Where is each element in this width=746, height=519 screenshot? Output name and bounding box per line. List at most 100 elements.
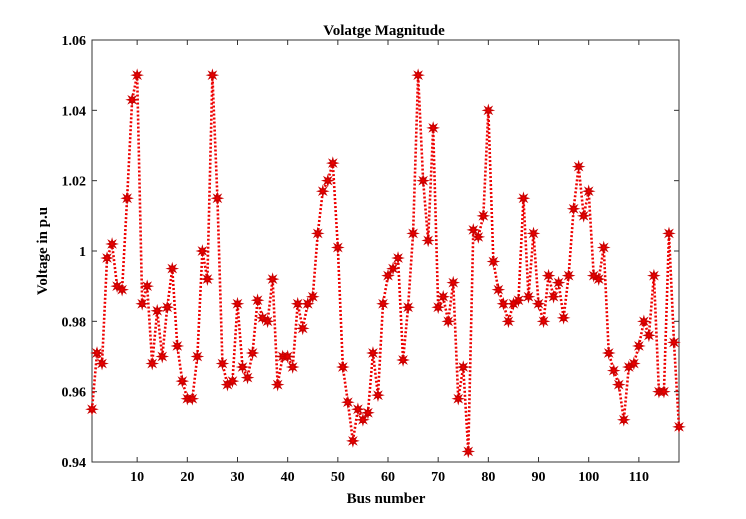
data-point-bus-10 [130, 68, 144, 83]
data-point-bus-43 [295, 321, 310, 336]
voltage-markers [85, 68, 686, 459]
data-point-bus-74 [451, 391, 466, 406]
data-point-bus-92 [541, 268, 556, 283]
data-point-bus-87 [516, 191, 531, 206]
data-point-bus-115 [657, 384, 671, 399]
data-point-bus-93 [546, 289, 561, 304]
data-point-bus-23 [195, 244, 210, 258]
data-point-bus-91 [536, 314, 551, 329]
data-point-bus-106 [611, 377, 626, 392]
data-point-bus-51 [336, 360, 350, 374]
data-point-bus-86 [511, 293, 526, 308]
data-point-bus-83 [496, 296, 511, 311]
data-point-bus-104 [601, 346, 616, 360]
data-point-bus-2 [90, 346, 104, 360]
x-axis-label: Bus number [347, 491, 426, 507]
x-tick-label: 20 [180, 470, 194, 485]
data-point-bus-72 [441, 314, 456, 329]
voltage-series-line [90, 74, 681, 452]
y-tick-label: 1.04 [62, 104, 87, 119]
x-tick-label: 100 [578, 470, 599, 485]
data-point-bus-48 [320, 173, 335, 188]
data-point-bus-12 [140, 279, 155, 294]
data-point-bus-17 [165, 261, 180, 276]
data-point-bus-73 [446, 275, 461, 290]
data-point-bus-24 [200, 272, 215, 286]
data-point-bus-88 [521, 289, 536, 304]
data-point-bus-105 [606, 363, 621, 378]
data-point-bus-1 [85, 402, 99, 417]
x-tick-label: 80 [481, 470, 495, 485]
data-point-bus-21 [185, 391, 200, 406]
data-point-bus-38 [270, 377, 285, 392]
data-point-bus-33 [245, 346, 260, 360]
data-point-bus-76 [461, 444, 476, 459]
data-point-bus-97 [566, 201, 581, 216]
data-point-bus-52 [341, 395, 355, 410]
data-point-bus-65 [406, 226, 420, 241]
data-point-bus-55 [356, 412, 370, 427]
data-point-bus-9 [125, 92, 139, 107]
data-point-bus-61 [386, 261, 400, 276]
data-point-bus-36 [260, 314, 275, 329]
data-point-bus-70 [431, 300, 446, 315]
y-tick-label: 1.02 [62, 175, 87, 190]
data-point-bus-90 [531, 296, 546, 311]
data-point-bus-63 [396, 353, 410, 367]
data-point-bus-98 [571, 159, 586, 174]
x-axis: 10 20 30 40 50 60 70 80 90 100 110 [130, 40, 649, 485]
data-point-bus-95 [556, 310, 571, 325]
data-point-bus-47 [315, 184, 330, 199]
data-point-bus-44 [300, 296, 315, 311]
data-point-bus-25 [205, 68, 220, 83]
x-tick-label: 60 [381, 470, 395, 485]
data-point-bus-41 [285, 360, 300, 374]
data-point-bus-37 [265, 272, 280, 286]
data-point-bus-18 [170, 339, 185, 353]
data-point-bus-58 [371, 388, 385, 403]
data-point-bus-116 [662, 226, 676, 241]
data-point-bus-60 [381, 268, 395, 283]
data-point-bus-75 [456, 360, 471, 374]
data-point-bus-26 [210, 191, 225, 206]
data-point-bus-3 [95, 356, 109, 371]
data-point-bus-107 [616, 412, 631, 427]
x-tick-label: 10 [130, 470, 144, 485]
data-point-bus-81 [486, 254, 501, 269]
data-point-bus-94 [551, 275, 566, 290]
data-point-bus-42 [290, 296, 305, 311]
x-tick-label: 50 [331, 470, 345, 485]
x-tick-label: 40 [281, 470, 295, 485]
y-tick-label: 0.96 [62, 386, 87, 401]
data-point-bus-11 [135, 296, 149, 311]
data-point-bus-49 [325, 156, 340, 170]
data-point-bus-80 [481, 103, 496, 118]
data-point-bus-71 [436, 289, 451, 304]
data-point-bus-99 [576, 208, 591, 223]
y-tick-label: 0.98 [62, 315, 87, 330]
x-tick-label: 110 [629, 470, 649, 485]
y-tick-label: 1 [79, 245, 86, 260]
data-point-bus-32 [240, 370, 255, 385]
data-point-bus-7 [115, 282, 129, 297]
data-point-bus-79 [476, 208, 491, 223]
data-point-bus-57 [366, 346, 380, 360]
data-point-bus-56 [361, 405, 375, 420]
data-point-bus-84 [501, 314, 516, 329]
data-point-bus-4 [100, 251, 114, 265]
data-point-bus-54 [351, 402, 365, 417]
data-point-bus-46 [310, 226, 325, 241]
data-point-bus-5 [105, 237, 119, 251]
data-point-bus-66 [411, 68, 425, 83]
data-point-bus-100 [581, 184, 596, 199]
data-point-bus-45 [305, 289, 320, 304]
data-point-bus-27 [215, 356, 230, 371]
data-point-bus-59 [376, 296, 390, 311]
data-point-bus-69 [426, 121, 440, 135]
data-point-bus-30 [230, 296, 245, 311]
y-axis: 0.94 0.96 0.98 1 1.02 1.04 1.06 [62, 34, 679, 471]
x-tick-label: 30 [230, 470, 244, 485]
data-point-bus-117 [667, 335, 681, 350]
data-point-bus-112 [642, 328, 656, 343]
data-point-bus-82 [491, 282, 506, 297]
